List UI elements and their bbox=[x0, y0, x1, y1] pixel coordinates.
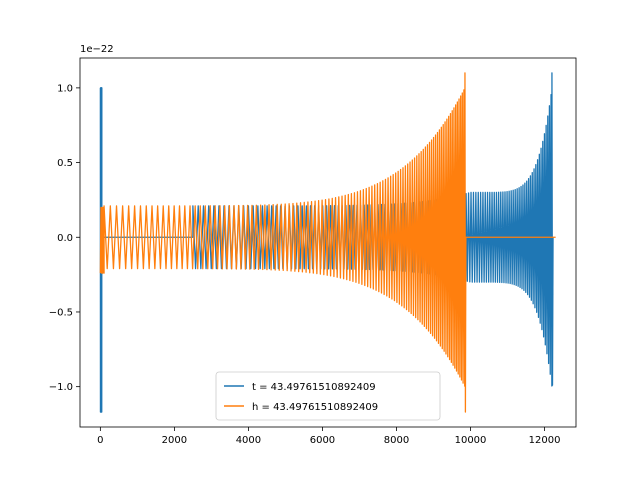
x-axis: 0 2000 4000 6000 8000 10000 12000 bbox=[97, 427, 560, 446]
x-tick-label: 2000 bbox=[162, 435, 187, 446]
y-tick-label: 1.0 bbox=[57, 83, 73, 94]
legend-box bbox=[215, 371, 441, 421]
y-tick-label: −0.5 bbox=[49, 307, 73, 318]
y-offset-label: 1e−22 bbox=[80, 44, 114, 55]
x-tick-label: 0 bbox=[97, 435, 103, 446]
series-line-orange bbox=[99, 72, 556, 413]
y-tick-label: 0.5 bbox=[57, 158, 73, 169]
x-tick-label: 12000 bbox=[529, 435, 561, 446]
x-tick-label: 8000 bbox=[384, 435, 409, 446]
legend-label: t = 43.49761510892409 bbox=[252, 382, 376, 393]
x-tick-label: 4000 bbox=[236, 435, 261, 446]
y-axis: −1.0 −0.5 0.0 0.5 1.0 bbox=[49, 83, 80, 393]
y-tick-label: −1.0 bbox=[49, 382, 73, 393]
axes-frame bbox=[79, 57, 577, 428]
legend: t = 43.49761510892409 h = 43.497615108924… bbox=[215, 371, 441, 421]
legend-label: h = 43.49761510892409 bbox=[252, 402, 378, 413]
x-tick-label: 6000 bbox=[310, 435, 335, 446]
series-layer bbox=[99, 72, 556, 413]
y-tick-label: 0.0 bbox=[57, 233, 73, 244]
x-tick-label: 10000 bbox=[455, 435, 487, 446]
plot-area bbox=[99, 72, 556, 413]
